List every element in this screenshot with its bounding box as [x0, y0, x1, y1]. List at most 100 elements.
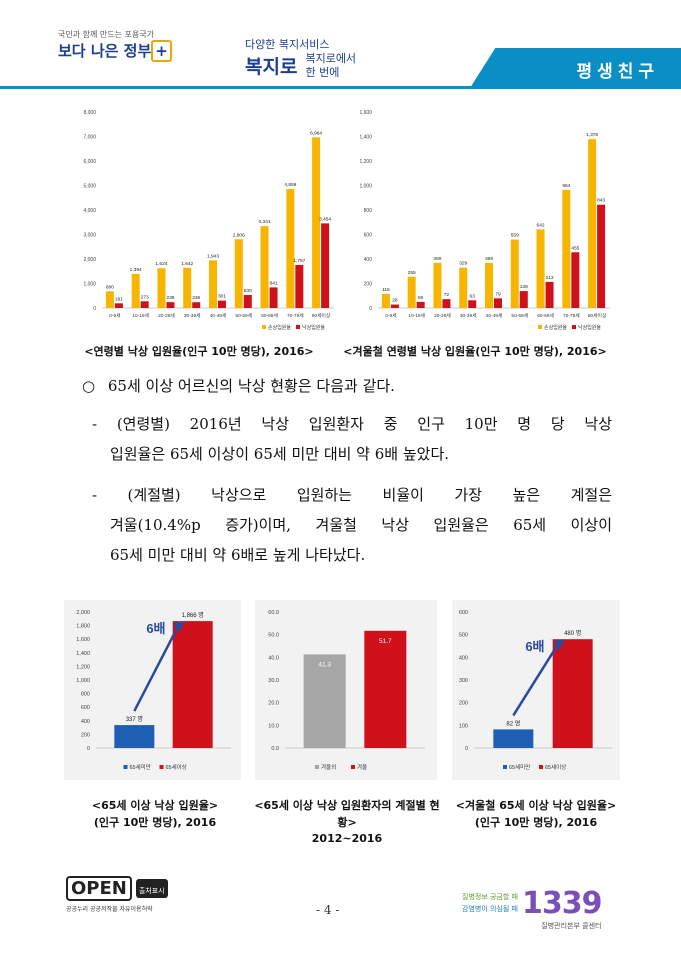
x-tick-label: 40-49세	[486, 312, 503, 319]
y-tick-label: 1,400	[76, 651, 90, 657]
y-tick-label: 1,200	[359, 159, 372, 165]
bullet-symbol: ○	[82, 377, 96, 395]
bar	[131, 273, 140, 308]
legend-label: 65세미만	[509, 763, 530, 771]
bar	[286, 188, 295, 308]
bar	[407, 276, 416, 308]
caption-top-left: <연령별 낙상 입원율(인구 10만 명당), 2016>	[84, 345, 314, 358]
y-tick-label: 60.0	[268, 610, 279, 616]
y-tick-label: 400	[459, 655, 468, 661]
y-tick-label: 3,000	[83, 233, 96, 239]
legend-swatch	[538, 325, 542, 329]
x-tick-label: 60-69세	[261, 312, 278, 319]
data-label: 1,642	[181, 261, 193, 267]
x-tick-label: 50-59세	[235, 312, 252, 319]
data-label: 41.3	[318, 661, 331, 668]
bar	[562, 189, 571, 308]
y-tick-label: 0	[87, 746, 90, 752]
bar	[364, 630, 407, 748]
data-label: 337 명	[126, 715, 143, 723]
bar	[269, 287, 278, 308]
open-logo-text: OPEN	[66, 876, 132, 901]
data-label: 480 명	[564, 629, 581, 637]
y-tick-label: 600	[364, 233, 373, 239]
kcdc-logo: 질병정보 궁금할 때 감염병이 의심될 때 1339 질병관리본부 콜센터	[462, 886, 602, 931]
legend-swatch	[315, 765, 319, 769]
data-label: 191	[115, 296, 123, 302]
data-label: 1,394	[130, 267, 142, 273]
kcdc-line1: 질병정보 궁금할 때	[462, 893, 518, 902]
data-label: 368	[485, 256, 493, 262]
data-label: 63	[470, 293, 476, 299]
bar	[390, 304, 399, 308]
bokjiro-small-text: 다양한 복지서비스	[245, 38, 330, 51]
y-tick-label: 20.0	[268, 701, 279, 707]
bar	[459, 267, 468, 308]
y-tick-label: 200	[459, 701, 468, 707]
plus-icon: +	[151, 39, 172, 62]
bullet-line: ○ 65세 이상 어르신의 낙상 현황은 다음과 같다.	[82, 372, 395, 401]
data-label: 1,757	[293, 258, 305, 264]
bokjiro-sub-line1: 복지로에서	[305, 52, 357, 66]
legend-label: 낙상입원율	[578, 324, 601, 331]
legend-label: 겨울	[357, 763, 367, 771]
legend-swatch	[503, 765, 507, 769]
y-tick-label: 0	[93, 306, 96, 312]
data-label: 236	[192, 295, 200, 301]
legend-swatch	[159, 765, 164, 769]
data-label: 138	[520, 284, 528, 290]
data-label: 213	[546, 275, 554, 281]
ratio-annotation: 6배	[146, 621, 165, 636]
bar	[493, 729, 534, 748]
bar	[114, 725, 155, 748]
y-tick-label: 800	[364, 208, 373, 214]
y-tick-label: 4,000	[83, 208, 96, 214]
bokjiro-sub: 복지로에서 한 번에	[305, 52, 356, 78]
x-tick-label: 10-19세	[408, 312, 425, 319]
data-label: 1,943	[207, 253, 219, 259]
data-label: 273	[141, 294, 149, 300]
data-label: 79	[495, 291, 501, 297]
data-label: 28	[392, 298, 398, 304]
x-tick-label: 70-79세	[287, 312, 304, 319]
open-sub-text: 공공누리 공공저작물 자유이용허락	[66, 906, 153, 913]
x-tick-label: 0-9세	[385, 312, 396, 319]
bar	[209, 260, 217, 308]
bar	[172, 621, 213, 748]
legend-swatch	[539, 765, 543, 769]
bar	[571, 252, 580, 308]
data-label: 843	[597, 198, 605, 204]
bar	[442, 299, 451, 308]
kcdc-line2: 감염병이 의심될 때	[462, 904, 518, 913]
gov-small-text: 국민과 함께 만드는 포용국가	[58, 30, 154, 39]
data-label: 2,806	[233, 232, 245, 238]
y-tick-label: 600	[459, 610, 468, 616]
gov-logo-text: 보다 나은 정부 +	[58, 39, 172, 62]
legend-swatch	[572, 325, 576, 329]
y-tick-label: 200	[364, 282, 373, 288]
caption-bottom-right-1: <겨울철 65세 이상 낙상 입원율>	[455, 799, 617, 812]
ratio-annotation: 6배	[525, 639, 544, 654]
y-tick-label: 1,600	[76, 637, 90, 643]
y-tick-label: 500	[459, 633, 468, 639]
x-tick-label: 20-29세	[158, 312, 175, 319]
chart-age-fall-rate: 0 1,000 2,000 3,000 4,000 5,000 6,000 7,000 8,00…	[83, 110, 334, 331]
legend-label: 낙상입원율	[302, 324, 325, 331]
x-tick-label: 80세이상	[588, 312, 607, 319]
bar	[295, 264, 304, 308]
caption-bottom-left: <65세 이상 낙상 입원율> (인구 10만 명당), 2016	[70, 798, 240, 831]
bar	[468, 300, 477, 308]
y-tick-label: 1,400	[359, 135, 372, 141]
x-tick-label: 60-69세	[537, 312, 554, 319]
bar	[381, 293, 390, 308]
bar	[234, 239, 243, 308]
bar	[243, 295, 252, 308]
legend-swatch	[262, 325, 266, 329]
legend-label: 65세이상	[545, 763, 566, 771]
bar	[321, 223, 330, 308]
caption-bottom-right: <겨울철 65세 이상 낙상 입원율> (인구 10만 명당), 2016	[448, 798, 624, 831]
legend-label: 손상입원율	[544, 324, 567, 331]
y-tick-label: 1,800	[76, 624, 90, 630]
data-label: 455	[571, 245, 579, 251]
